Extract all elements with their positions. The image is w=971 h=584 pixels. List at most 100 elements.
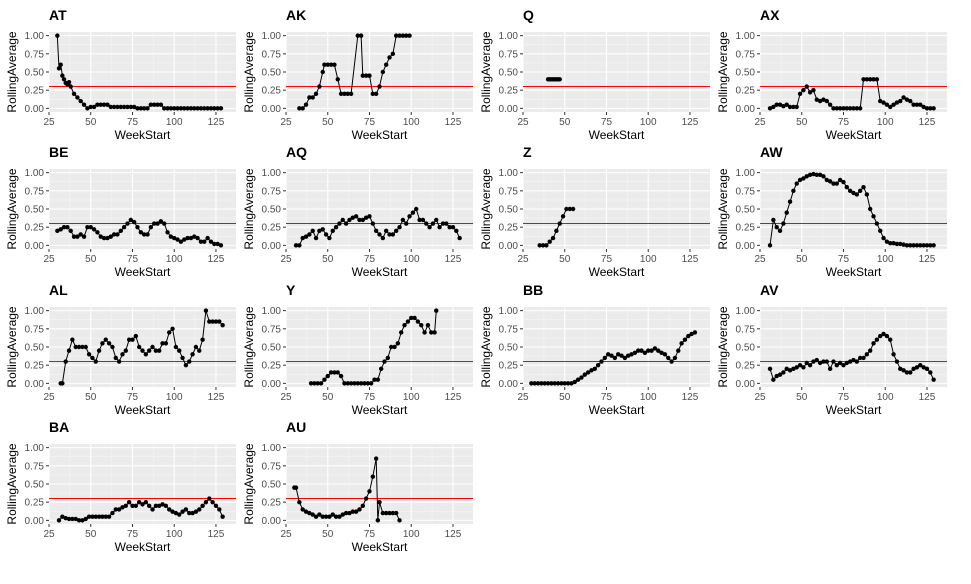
data-point <box>308 381 314 386</box>
series-line <box>299 35 410 109</box>
y-axis-label: RollingAverage <box>5 168 19 249</box>
data-point <box>824 98 829 104</box>
y-axis-label: RollingAverage <box>5 31 19 112</box>
data-point <box>575 377 581 382</box>
panel-title: AX <box>760 7 780 23</box>
panel-title: Z <box>523 144 532 160</box>
data-point <box>784 366 789 372</box>
panel: 25 50 75 100 125 0.00 0.25 0.50 0.75 1.00 AX WeekSt… <box>716 7 947 142</box>
data-point <box>203 308 209 313</box>
data-point <box>111 232 117 237</box>
data-point <box>811 171 816 177</box>
data-point <box>559 381 564 386</box>
data-point <box>303 102 309 107</box>
data-point <box>555 381 561 386</box>
data-point <box>881 235 886 241</box>
data-point <box>213 503 219 509</box>
data-point <box>402 322 407 328</box>
y-tick-label: 1.00 <box>499 31 519 42</box>
data-point <box>794 181 799 186</box>
data-point <box>378 366 384 372</box>
x-tick-label: 125 <box>208 392 225 403</box>
panel: 25 50 75 100 125 0.00 0.25 0.50 0.75 1.00 AQ WeekSt… <box>242 144 473 279</box>
data-point <box>167 330 172 335</box>
data-point <box>203 499 209 505</box>
data-point <box>881 331 886 337</box>
data-point <box>95 230 100 235</box>
data-point <box>450 224 456 230</box>
data-point <box>353 214 359 219</box>
data-point <box>83 516 88 522</box>
data-point <box>874 221 880 226</box>
data-point <box>71 91 77 97</box>
data-point <box>811 359 816 364</box>
x-tick-label: 125 <box>445 529 462 540</box>
panel-title: AL <box>49 282 68 298</box>
x-tick-label: 25 <box>754 117 766 128</box>
data-point <box>310 95 315 100</box>
data-point <box>854 106 860 111</box>
data-point <box>871 214 876 219</box>
data-point <box>572 379 577 385</box>
data-point <box>123 503 129 509</box>
data-point <box>878 333 883 339</box>
x-axis-label: WeekStart <box>115 403 171 417</box>
data-point <box>307 232 312 237</box>
data-point <box>338 91 344 97</box>
data-point <box>75 95 80 100</box>
data-point <box>901 95 906 100</box>
x-axis-label: WeekStart <box>826 265 882 279</box>
data-point <box>192 106 197 111</box>
x-tick-label: 75 <box>127 529 139 540</box>
data-point <box>83 344 88 350</box>
data-point <box>834 106 840 111</box>
data-point <box>814 172 819 178</box>
data-point <box>539 381 544 386</box>
data-point <box>867 77 873 82</box>
x-axis-label: WeekStart <box>115 128 171 142</box>
x-tick-label: 75 <box>127 392 139 403</box>
data-point <box>817 98 823 104</box>
data-point <box>857 355 863 361</box>
data-point <box>609 353 614 358</box>
data-point <box>781 370 786 375</box>
panel-title: Y <box>286 282 296 298</box>
data-point <box>602 355 608 361</box>
data-point <box>207 319 212 324</box>
data-point <box>303 509 309 514</box>
data-point <box>323 514 329 519</box>
data-point <box>141 232 147 237</box>
data-point <box>537 243 542 248</box>
data-point <box>656 348 661 353</box>
data-point <box>409 315 414 321</box>
x-tick-label: 50 <box>85 529 97 540</box>
data-point <box>894 241 900 247</box>
data-point <box>218 243 224 248</box>
y-tick-label: 0.75 <box>262 461 282 472</box>
data-point <box>322 62 327 67</box>
data-point <box>198 106 204 111</box>
data-point <box>215 241 220 247</box>
data-point <box>120 352 125 357</box>
data-point <box>347 217 352 223</box>
data-point <box>116 507 122 512</box>
data-point <box>175 106 180 111</box>
data-point <box>801 365 806 370</box>
data-point <box>183 362 189 368</box>
data-point <box>615 352 621 357</box>
data-point <box>322 377 327 382</box>
data-point <box>65 224 70 230</box>
data-point <box>300 507 305 512</box>
data-point <box>844 360 850 366</box>
y-tick-label: 0.00 <box>25 516 45 527</box>
data-point <box>928 243 933 248</box>
data-point <box>197 507 202 512</box>
y-tick-label: 0.25 <box>262 361 282 372</box>
data-point <box>804 174 809 179</box>
data-point <box>447 224 452 230</box>
data-point <box>904 243 910 248</box>
x-tick-label: 50 <box>559 117 571 128</box>
data-point <box>63 515 68 521</box>
data-point <box>293 243 299 248</box>
data-point <box>397 33 402 38</box>
